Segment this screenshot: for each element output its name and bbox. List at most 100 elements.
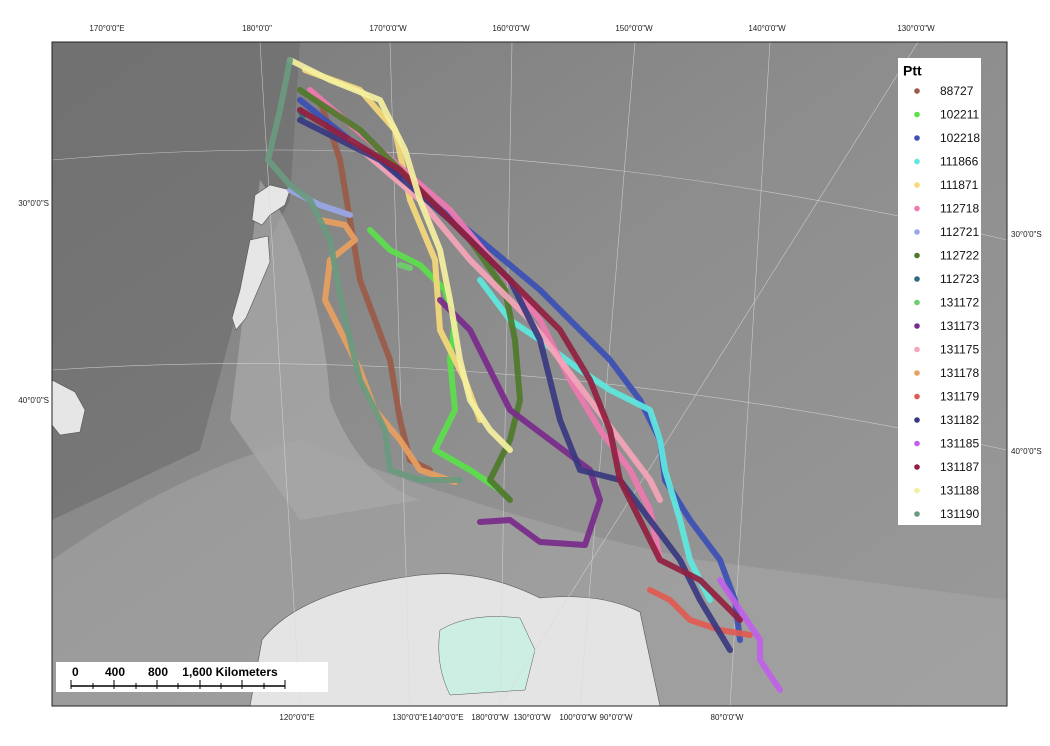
legend-swatch	[914, 323, 920, 329]
graticule-meridian	[729, 42, 771, 706]
legend-label: 111871	[940, 178, 979, 192]
legend-label: 131185	[940, 437, 979, 451]
graticule-meridian	[389, 42, 411, 706]
legend-swatch	[914, 346, 920, 353]
top-label: 140°0'0"W	[748, 24, 786, 33]
graticule-parallel	[52, 149, 1007, 241]
scale-ticks	[70, 680, 286, 689]
bottom-label: 100°0'0"W	[559, 713, 597, 722]
graticule-labels: 170°0'0"E 180°0'0" 170°0'0"W 160°0'0"W 150°0…	[18, 24, 1041, 722]
tracks	[265, 57, 783, 693]
graticule-parallel	[52, 363, 1007, 451]
graticule-meridian	[259, 42, 301, 706]
scale-label: 400	[105, 665, 125, 679]
left-label: 40°0'0"S	[18, 396, 49, 405]
deep-basin	[52, 42, 300, 520]
legend-swatch	[914, 158, 920, 165]
top-label: 150°0'0"W	[615, 24, 653, 33]
legend-label: 111866	[940, 155, 979, 169]
legend: Ptt 88727 102211 102218 111866 111871 112718 1…	[898, 58, 981, 525]
land-nz-south	[231, 235, 271, 331]
legend-label: 131188	[940, 484, 979, 498]
legend-label: 131187	[940, 460, 979, 474]
legend-label: 131182	[940, 413, 979, 427]
top-label: 180°0'0"	[242, 24, 272, 33]
legend-swatch	[914, 464, 920, 470]
land-tasmania	[52, 379, 86, 436]
legend-swatch	[914, 88, 920, 94]
track	[297, 87, 523, 503]
legend-items: 88727 102211 102218 111866 111871 112718 11272…	[914, 84, 980, 521]
legend-label: 112718	[940, 202, 979, 216]
track	[367, 227, 503, 493]
legend-swatch	[914, 111, 920, 118]
legend-swatch	[914, 417, 920, 423]
track	[647, 587, 753, 638]
legend-swatch	[914, 252, 920, 259]
legend-label: 131173	[940, 319, 979, 333]
track	[297, 107, 743, 623]
left-label: 30°0'0"S	[18, 199, 49, 208]
ice-shelf	[438, 616, 536, 696]
legend-swatch	[914, 276, 920, 282]
legend-box	[898, 58, 981, 525]
right-label: 30°0'0"S	[1011, 230, 1042, 239]
track	[397, 262, 413, 271]
legend-title: Ptt	[903, 63, 922, 79]
bottom-label: 80°0'0"W	[711, 713, 744, 722]
map-frame	[51, 41, 1008, 707]
bottom-label: 120°0'0"E	[279, 713, 314, 722]
legend-swatch	[914, 205, 920, 212]
legend-label: 131178	[940, 366, 979, 380]
legend-label: 88727	[940, 84, 974, 98]
top-label: 130°0'0"W	[897, 24, 935, 33]
graticule-meridian	[499, 42, 513, 706]
track	[265, 57, 463, 483]
scale-label: 800	[148, 665, 168, 679]
bottom-label: 180°0'0"W	[471, 713, 509, 722]
legend-label: 131179	[940, 390, 979, 404]
scale-label: 1,600 Kilometers	[182, 665, 278, 679]
map-body	[52, 42, 1007, 706]
scale-label: 0	[72, 665, 79, 679]
graticule-meridian	[499, 42, 919, 706]
legend-label: 131190	[940, 507, 979, 521]
scale-bar: 0 400 800 1,600 Kilometers	[56, 662, 328, 692]
legend-swatch	[914, 440, 920, 447]
legend-label: 112722	[940, 249, 979, 263]
top-label: 170°0'0"W	[369, 24, 407, 33]
land-nz-north	[251, 184, 291, 226]
legend-swatch	[914, 135, 920, 141]
legend-swatch	[914, 229, 920, 235]
scale-bar-box	[56, 662, 328, 692]
track	[317, 217, 458, 485]
legend-label: 112721	[940, 225, 979, 239]
legend-swatch	[914, 182, 920, 188]
bottom-label: 130°0'0"E	[392, 713, 427, 722]
scale-labels: 0 400 800 1,600 Kilometers	[72, 665, 278, 679]
bottom-label: 130°0'0"W	[513, 713, 551, 722]
track	[717, 577, 783, 693]
track	[477, 277, 713, 603]
plateau	[230, 180, 420, 520]
legend-swatch	[914, 511, 920, 517]
right-label: 40°0'0"S	[1011, 447, 1042, 456]
track	[287, 57, 513, 453]
top-label: 160°0'0"W	[492, 24, 530, 33]
top-label: 170°0'0"E	[89, 24, 124, 33]
track	[347, 137, 663, 503]
legend-swatch	[914, 393, 920, 400]
legend-label: 131172	[940, 296, 979, 310]
bottom-label: 140°0'0"E	[428, 713, 463, 722]
legend-swatch	[914, 487, 920, 494]
legend-label: 112723	[940, 272, 979, 286]
legend-swatch	[914, 370, 920, 376]
legend-label: 102218	[940, 131, 980, 145]
legend-label: 131175	[940, 343, 979, 357]
bottom-label: 90°0'0"W	[600, 713, 633, 722]
legend-label: 102211	[940, 108, 979, 122]
graticule-meridian	[579, 42, 636, 706]
legend-swatch	[914, 299, 920, 306]
graticule	[52, 42, 1007, 706]
